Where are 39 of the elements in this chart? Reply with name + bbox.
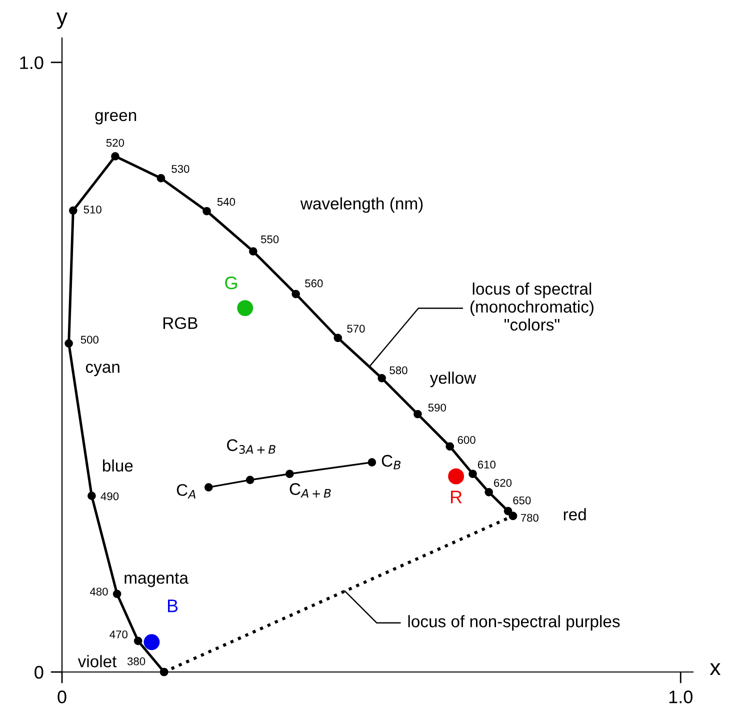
annotation: 490: [100, 492, 119, 500]
annotation: 550: [261, 235, 279, 244]
annotation: 580: [390, 366, 408, 374]
annotation: 560: [305, 279, 323, 288]
x-axis-title: x: [710, 663, 721, 675]
annotation: magenta: [124, 572, 188, 588]
annotation: blue: [103, 459, 133, 472]
annotation: 600: [458, 436, 476, 444]
annotation: 780: [520, 514, 538, 522]
annotation: wavelength (nm): [300, 197, 423, 213]
series-label: B: [168, 600, 178, 612]
annotation: yellow: [430, 372, 476, 388]
annotation: 510: [84, 206, 102, 214]
annotation: 500: [80, 336, 98, 344]
series-label: R: [451, 490, 462, 504]
annotation: 530: [172, 164, 190, 173]
annotation: 590: [428, 404, 446, 412]
annotation: RGB: [163, 317, 198, 329]
annotation: 620: [494, 478, 512, 487]
annotation: 480: [90, 588, 108, 596]
annotation: locus of non-spectral purples: [408, 615, 620, 631]
annotation: 540: [217, 198, 236, 206]
annotation: violet: [78, 655, 117, 668]
annotation: 520: [106, 138, 124, 147]
annotation: 470: [110, 630, 128, 638]
annotation: cyan: [86, 364, 120, 376]
annotation: 650: [513, 496, 531, 504]
y-axis-title: y: [56, 12, 68, 29]
annotation: C$_{B}$: [382, 454, 401, 470]
annotation: 610: [478, 460, 496, 469]
annotation: C$_{A}$: [176, 484, 196, 498]
annotation: 570: [347, 324, 365, 333]
annotation: C$_{3A+B}$: [227, 439, 276, 454]
annotation: green: [95, 112, 136, 124]
annotation: locus of spectral (monochromatic) "colors": [470, 282, 594, 331]
annotation: red: [564, 508, 586, 520]
annotation: C$_{A+B}$: [290, 483, 331, 498]
series-label: G: [225, 276, 237, 290]
annotation: 380: [127, 657, 146, 666]
